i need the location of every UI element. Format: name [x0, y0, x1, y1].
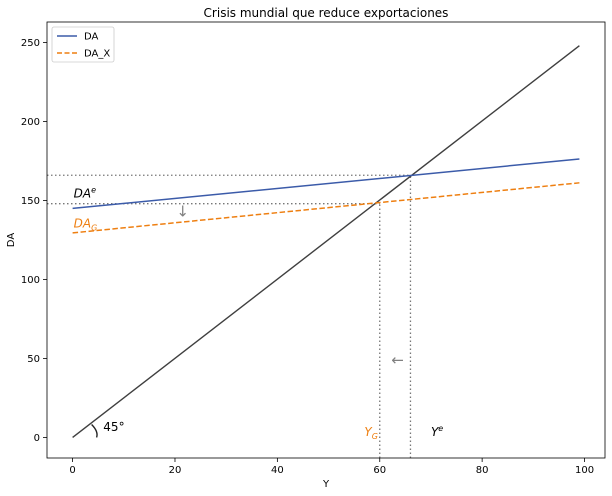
x-axis-label: Y [322, 479, 330, 490]
annotation-da-g-sub: G [91, 223, 97, 232]
annotation-angle-45: 45° [103, 420, 124, 434]
y-axis-label: DA [6, 233, 17, 248]
y-tick-label: 250 [21, 38, 40, 49]
series-line-da-x [72, 182, 580, 234]
x-tick-label: 20 [169, 465, 182, 476]
annotation-da-e: DAe [74, 185, 96, 200]
axes-frame [46, 21, 606, 459]
annotation-da-g: DAG [74, 216, 98, 232]
x-tick-label: 0 [69, 465, 75, 476]
annotation-y-g: YG [364, 425, 378, 441]
annotation-angle-45-base: 45° [103, 420, 124, 434]
y-tick-label: 200 [21, 117, 40, 128]
y-tick-label: 50 [27, 354, 40, 365]
legend: DA DA_X [51, 26, 115, 63]
y-tick-label: 150 [21, 196, 40, 207]
chart-title: Crisis mundial que reduce exportaciones [204, 6, 449, 20]
annotation-y-g-base: Y [364, 425, 373, 439]
annotation-da-e-sup: e [91, 185, 96, 194]
series-line-da [72, 158, 580, 210]
annotation-y-g-sub: G [372, 432, 378, 441]
legend-label-da: DA [84, 32, 99, 43]
arrow-down: ↓ [176, 202, 189, 220]
x-tick-label: 100 [575, 465, 594, 476]
x-tick-label: 60 [373, 465, 386, 476]
y-tick-label: 0 [34, 433, 40, 444]
x-tick-label: 80 [476, 465, 489, 476]
y-tick-label: 100 [21, 275, 40, 286]
annotation-da-e-base: DA [74, 186, 91, 200]
arrow-left: ← [391, 351, 404, 369]
annotation-y-e-sup: e [438, 424, 443, 433]
legend-label-da-x: DA_X [84, 49, 110, 60]
annotation-y-e: Ye [431, 424, 443, 439]
angle-arc [91, 423, 98, 438]
plot-area [47, 45, 580, 458]
x-tick-label: 40 [271, 465, 284, 476]
annotation-y-e-base: Y [431, 425, 440, 439]
reference-line-45 [72, 45, 580, 439]
annotation-da-g-base: DA [74, 216, 91, 230]
